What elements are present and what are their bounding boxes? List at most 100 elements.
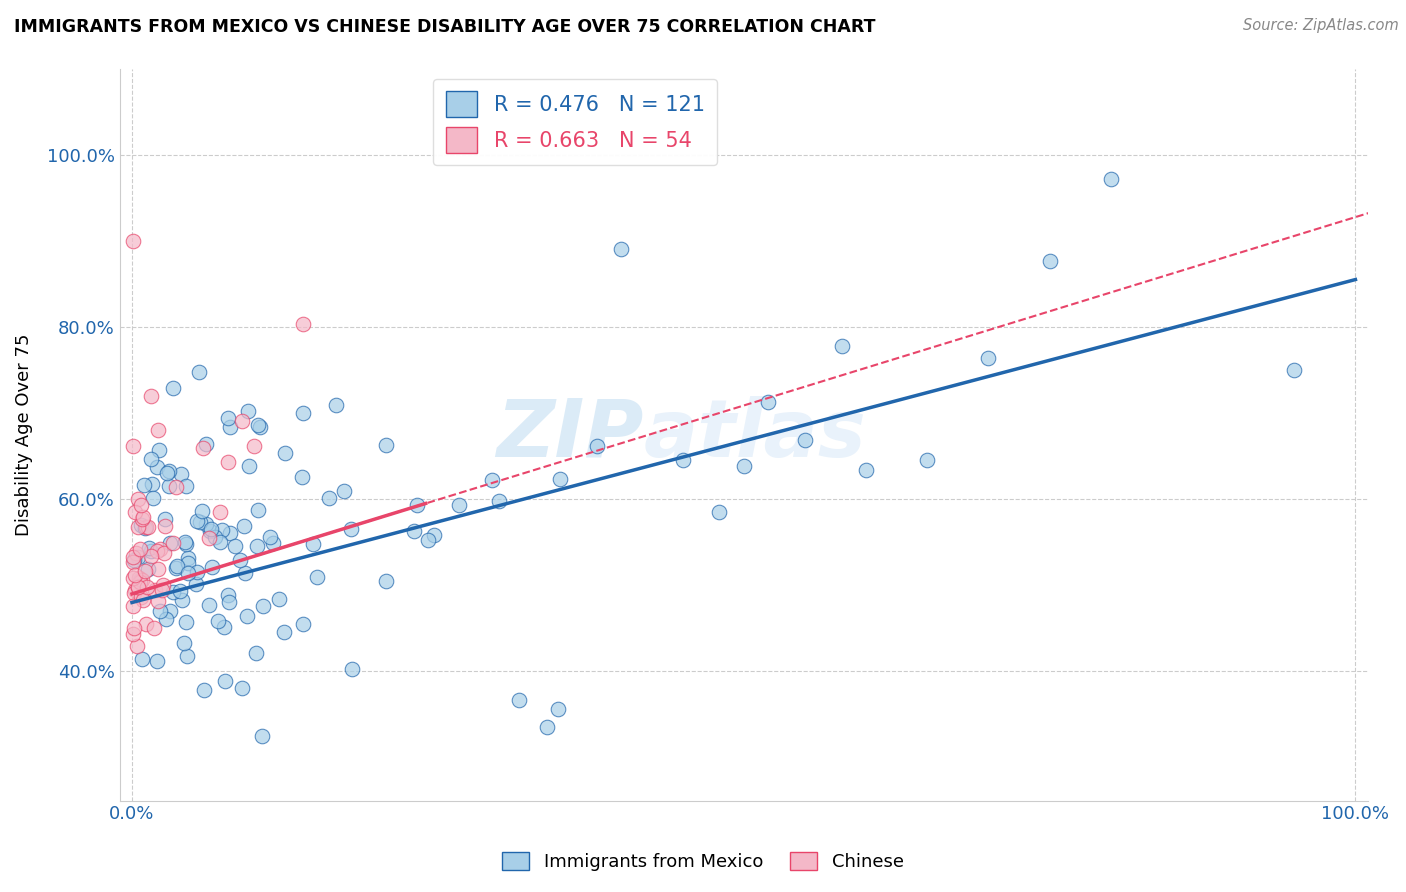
Point (134, 521, 156, 535)
Point (325, 398, 347, 412)
Point (162, 536, 184, 550)
Point (246, 539, 269, 553)
Point (146, 544, 169, 558)
Point (243, 439, 266, 453)
Point (733, 459, 755, 474)
Point (218, 595, 240, 609)
Point (977, 351, 1000, 365)
Point (186, 565, 208, 579)
Point (193, 682, 215, 697)
Point (259, 530, 281, 544)
Point (128, 571, 150, 585)
Point (143, 621, 166, 635)
Point (124, 546, 146, 560)
Point (122, 553, 145, 567)
Point (131, 512, 153, 526)
Point (915, 452, 938, 467)
Point (135, 580, 157, 594)
Point (131, 591, 153, 605)
Point (127, 520, 149, 534)
Point (176, 537, 198, 551)
Point (238, 403, 260, 417)
Legend: R = 0.476   N = 121, R = 0.663   N = 54: R = 0.476 N = 121, R = 0.663 N = 54 (433, 78, 717, 165)
Point (143, 583, 166, 598)
Point (122, 439, 145, 453)
Point (131, 573, 153, 587)
Point (146, 423, 169, 437)
Point (292, 406, 315, 420)
Point (132, 509, 155, 524)
Point (174, 479, 197, 493)
Point (146, 460, 169, 475)
Point (1039, 253, 1062, 268)
Point (709, 505, 731, 519)
Point (292, 317, 315, 331)
Point (508, 693, 530, 707)
Point (214, 674, 236, 689)
Point (148, 443, 170, 458)
Point (122, 586, 145, 600)
Point (610, 243, 633, 257)
Point (129, 574, 152, 589)
Point (146, 654, 169, 668)
Legend: Immigrants from Mexico, Chinese: Immigrants from Mexico, Chinese (495, 845, 911, 879)
Point (406, 498, 429, 512)
Point (418, 533, 440, 547)
Point (404, 524, 426, 538)
Point (155, 518, 177, 533)
Point (231, 681, 253, 695)
Point (127, 549, 149, 564)
Point (129, 541, 152, 556)
Point (548, 471, 571, 485)
Point (177, 566, 200, 580)
Point (340, 522, 363, 536)
Point (166, 558, 188, 573)
Point (136, 520, 159, 534)
Point (195, 436, 218, 450)
Point (131, 517, 153, 532)
Point (547, 702, 569, 716)
Point (169, 584, 191, 599)
Point (375, 438, 398, 452)
Text: Source: ZipAtlas.com: Source: ZipAtlas.com (1243, 18, 1399, 33)
Point (200, 522, 222, 536)
Y-axis label: Disability Age Over 75: Disability Age Over 75 (15, 334, 32, 536)
Point (208, 505, 231, 519)
Point (121, 571, 143, 585)
Point (219, 420, 242, 434)
Point (187, 365, 209, 379)
Point (246, 417, 269, 432)
Point (139, 389, 162, 403)
Point (756, 395, 779, 409)
Point (122, 627, 145, 641)
Point (176, 557, 198, 571)
Point (291, 617, 314, 632)
Point (252, 729, 274, 743)
Point (481, 474, 503, 488)
Point (159, 535, 181, 549)
Point (273, 625, 295, 640)
Point (138, 541, 160, 556)
Point (124, 567, 146, 582)
Point (156, 466, 179, 480)
Point (152, 546, 174, 560)
Point (831, 339, 853, 353)
Point (252, 599, 274, 613)
Point (170, 467, 193, 481)
Point (207, 614, 229, 628)
Point (157, 464, 180, 478)
Point (132, 478, 155, 492)
Point (188, 515, 211, 529)
Point (217, 454, 239, 468)
Point (340, 662, 363, 676)
Point (173, 534, 195, 549)
Point (291, 469, 314, 483)
Point (1099, 172, 1122, 186)
Point (134, 564, 156, 578)
Point (200, 524, 222, 538)
Point (238, 459, 260, 474)
Point (671, 452, 693, 467)
Point (125, 639, 148, 653)
Point (374, 574, 396, 589)
Point (217, 411, 239, 425)
